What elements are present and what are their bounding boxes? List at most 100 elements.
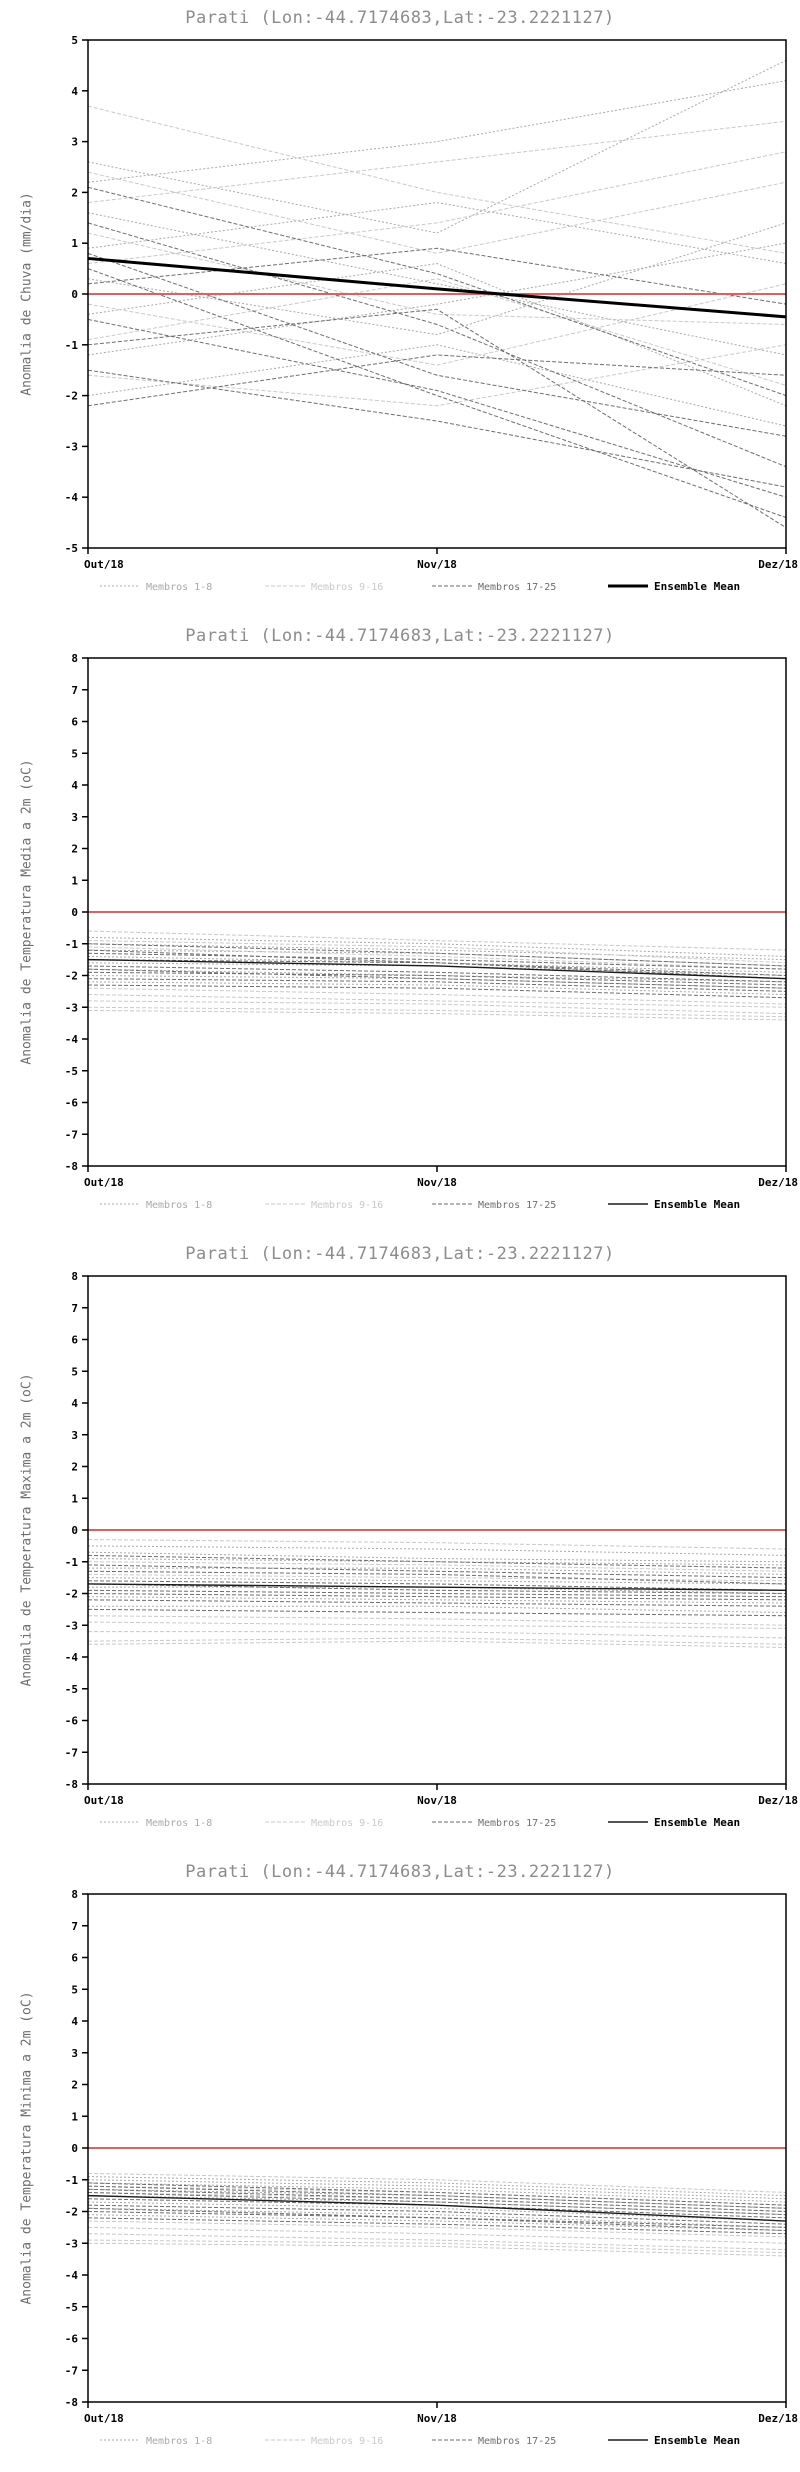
chart-panel-temp-minima-anomaly: Parati (Lon:-44.7174683,Lat:-23.2221127)… [0,1854,800,2472]
chart-panel-rain-anomaly: Parati (Lon:-44.7174683,Lat:-23.2221127)… [0,0,800,618]
svg-text:-6: -6 [65,1715,79,1728]
svg-text:2: 2 [71,843,78,856]
svg-text:Nov/18: Nov/18 [417,1794,457,1807]
svg-text:Membros 1-8: Membros 1-8 [146,1818,212,1829]
svg-text:-1: -1 [65,938,79,951]
svg-text:2: 2 [71,1461,78,1474]
svg-text:Nov/18: Nov/18 [417,2412,457,2425]
svg-text:-8: -8 [65,1778,78,1791]
svg-text:-2: -2 [65,1588,78,1601]
svg-text:5: 5 [71,747,78,760]
svg-text:4: 4 [71,2015,78,2028]
plot-temp-media-anomaly: -8 -7 -6 -5 -4 -3 -2 -1 0 1 2 3 4 5 6 7 8 Out/18 Nov/18 Dez… [65,652,798,1211]
svg-text:Nov/18: Nov/18 [417,1176,457,1189]
svg-text:-7: -7 [65,1746,78,1759]
svg-text:-6: -6 [65,2333,79,2346]
svg-text:0: 0 [71,906,78,919]
svg-text:8: 8 [71,652,78,665]
svg-text:-4: -4 [65,491,79,504]
svg-text:1: 1 [71,874,78,887]
svg-text:Membros 9-16: Membros 9-16 [311,1818,383,1829]
svg-text:4: 4 [71,779,78,792]
svg-text:Membros 9-16: Membros 9-16 [311,1200,383,1211]
svg-text:-5: -5 [65,2301,78,2314]
svg-text:Membros 9-16: Membros 9-16 [311,2436,383,2447]
svg-text:Membros 17-25: Membros 17-25 [478,582,556,593]
svg-text:Membros 9-16: Membros 9-16 [311,582,383,593]
svg-text:Out/18: Out/18 [84,1794,124,1807]
svg-text:Out/18: Out/18 [84,558,124,571]
svg-text:1: 1 [71,1492,78,1505]
svg-text:Out/18: Out/18 [84,2412,124,2425]
svg-text:Membros 1-8: Membros 1-8 [146,2436,212,2447]
svg-text:-8: -8 [65,2396,78,2409]
chart-title: Parati (Lon:-44.7174683,Lat:-23.2221127) [185,1244,615,1264]
svg-text:-3: -3 [65,1619,78,1632]
plot-temp-minima-anomaly: -8 -7 -6 -5 -4 -3 -2 -1 0 1 2 3 4 5 6 7 8 Out/18 Nov/18 Dez… [65,1888,798,2447]
svg-text:0: 0 [71,2142,78,2155]
svg-text:-3: -3 [65,1001,78,1014]
svg-text:5: 5 [71,34,78,47]
svg-text:Membros 17-25: Membros 17-25 [478,1200,556,1211]
svg-text:-4: -4 [65,1651,79,1664]
svg-text:Membros 1-8: Membros 1-8 [146,582,212,593]
svg-text:-7: -7 [65,2364,78,2377]
svg-text:Dez/18: Dez/18 [758,1176,798,1189]
svg-text:7: 7 [71,684,78,697]
svg-text:6: 6 [71,1334,78,1347]
svg-text:Membros 17-25: Membros 17-25 [478,2436,556,2447]
svg-text:-5: -5 [65,542,78,555]
chart-title: Parati (Lon:-44.7174683,Lat:-23.2221127) [185,8,615,28]
svg-text:-3: -3 [65,440,78,453]
svg-text:5: 5 [71,1983,78,1996]
svg-text:-5: -5 [65,1683,78,1696]
svg-text:1: 1 [71,237,78,250]
svg-text:2: 2 [71,186,78,199]
svg-text:8: 8 [71,1888,78,1901]
svg-text:-8: -8 [65,1160,78,1173]
svg-text:-1: -1 [65,339,79,352]
svg-text:7: 7 [71,1920,78,1933]
svg-text:Ensemble Mean: Ensemble Mean [654,580,740,593]
svg-text:3: 3 [71,2047,78,2060]
svg-text:-1: -1 [65,2174,79,2187]
svg-text:-2: -2 [65,970,78,983]
chart-title: Parati (Lon:-44.7174683,Lat:-23.2221127) [185,626,615,646]
svg-text:0: 0 [71,1524,78,1537]
svg-text:0: 0 [71,288,78,301]
svg-text:4: 4 [71,1397,78,1410]
chart-panel-temp-media-anomaly: Parati (Lon:-44.7174683,Lat:-23.2221127)… [0,618,800,1236]
svg-text:3: 3 [71,811,78,824]
svg-text:-3: -3 [65,2237,78,2250]
svg-text:4: 4 [71,85,78,98]
svg-text:Dez/18: Dez/18 [758,558,798,571]
svg-text:2: 2 [71,2079,78,2092]
svg-text:Membros 17-25: Membros 17-25 [478,1818,556,1829]
plot-rain-anomaly: -5 -4 -3 -2 -1 0 1 2 3 4 5 Out/18 Nov/18 Dez/18 Membro… [65,34,798,593]
svg-text:6: 6 [71,716,78,729]
plot-temp-maxima-anomaly: -8 -7 -6 -5 -4 -3 -2 -1 0 1 2 3 4 5 6 7 8 Out/18 Nov/18 Dez… [65,1270,798,1829]
svg-text:Nov/18: Nov/18 [417,558,457,571]
svg-text:Ensemble Mean: Ensemble Mean [654,2434,740,2447]
svg-text:-4: -4 [65,1033,79,1046]
svg-text:Dez/18: Dez/18 [758,1794,798,1807]
svg-text:-7: -7 [65,1128,78,1141]
svg-text:1: 1 [71,2110,78,2123]
svg-text:-6: -6 [65,1097,79,1110]
svg-text:3: 3 [71,1429,78,1442]
svg-text:-1: -1 [65,1556,79,1569]
svg-text:Dez/18: Dez/18 [758,2412,798,2425]
svg-text:8: 8 [71,1270,78,1283]
svg-text:-2: -2 [65,390,78,403]
svg-text:-4: -4 [65,2269,79,2282]
svg-text:7: 7 [71,1302,78,1315]
svg-text:3: 3 [71,136,78,149]
svg-text:5: 5 [71,1365,78,1378]
svg-text:-2: -2 [65,2206,78,2219]
svg-text:Ensemble Mean: Ensemble Mean [654,1816,740,1829]
svg-text:Out/18: Out/18 [84,1176,124,1189]
svg-text:-5: -5 [65,1065,78,1078]
svg-text:6: 6 [71,1952,78,1965]
chart-title: Parati (Lon:-44.7174683,Lat:-23.2221127) [185,1862,615,1882]
